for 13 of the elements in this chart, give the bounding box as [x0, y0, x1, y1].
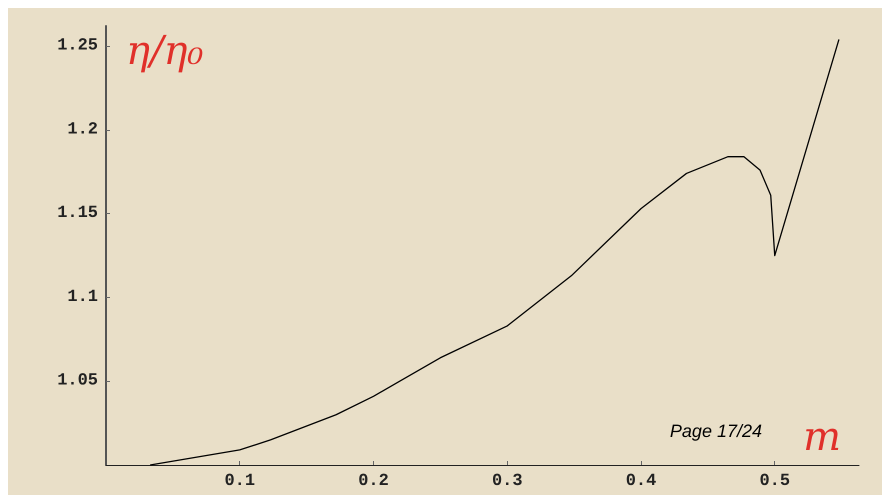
- x-tick-label: 0.4: [626, 472, 656, 491]
- y-tick-label: 1.15: [57, 204, 98, 224]
- x-axis-title: m: [803, 414, 841, 460]
- y-tick-label: 1.05: [57, 372, 98, 391]
- x-tick-label: 0.5: [759, 472, 790, 491]
- x-tick-label: 0.2: [358, 472, 389, 491]
- annotation: Page 17/24: [670, 421, 762, 441]
- y-tick-label: 1.2: [67, 120, 98, 140]
- x-tick-label: 0.3: [492, 472, 523, 491]
- y-axis-title: η/η₀: [126, 28, 204, 74]
- y-tick-label: 1.1: [67, 288, 98, 307]
- x-tick-label: 0.1: [224, 472, 256, 491]
- y-tick-label: 1.25: [57, 36, 98, 56]
